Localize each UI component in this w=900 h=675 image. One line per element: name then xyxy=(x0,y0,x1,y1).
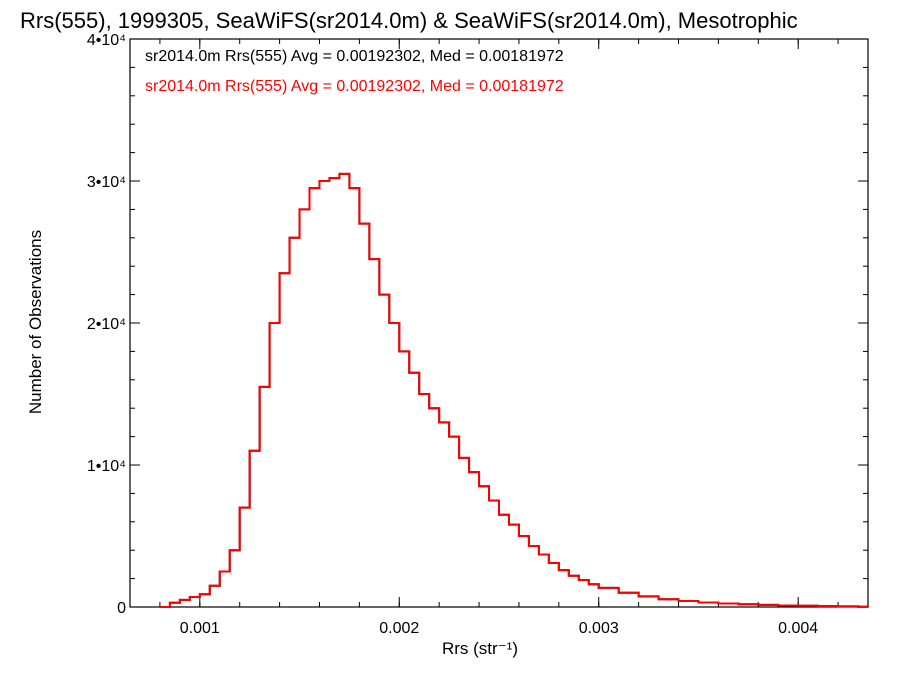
histogram-line-0 xyxy=(159,172,869,608)
annotation-black-stats: sr2014.0m Rrs(555) Avg = 0.00192302, Med… xyxy=(145,48,564,65)
histogram-series xyxy=(159,172,869,608)
x-tick-label-3: 0.004 xyxy=(778,620,818,637)
y-tick-label-0: 0 xyxy=(117,600,126,617)
y-tick-label-1: 1•10⁴ xyxy=(87,458,126,475)
y-tick-label-3: 3•10⁴ xyxy=(87,174,126,191)
y-tick-label-4: 4•10⁴ xyxy=(87,32,126,49)
x-tick-label-0: 0.001 xyxy=(180,620,220,637)
x-axis-label: Rrs (str⁻¹) xyxy=(442,639,518,658)
histogram-line-1 xyxy=(159,172,869,608)
x-axis-ticks: 0.001 0.002 0.003 0.004 xyxy=(159,39,839,637)
x-tick-label-1: 0.002 xyxy=(379,620,419,637)
y-axis-ticks: 0 1•10⁴ 2•10⁴ 3•10⁴ 4•10⁴ xyxy=(87,32,868,617)
annotation-red-stats: sr2014.0m Rrs(555) Avg = 0.00192302, Med… xyxy=(145,78,564,95)
x-tick-label-2: 0.003 xyxy=(579,620,619,637)
y-axis-label: Number of Observations xyxy=(26,230,45,414)
chart-title: Rrs(555), 1999305, SeaWiFS(sr2014.0m) & … xyxy=(20,8,798,33)
y-tick-label-2: 2•10⁴ xyxy=(87,316,126,333)
